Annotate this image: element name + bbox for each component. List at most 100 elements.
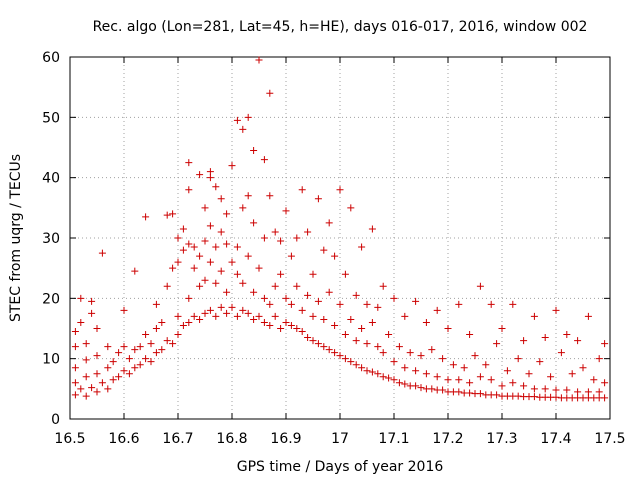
data-point	[239, 125, 247, 133]
data-point	[244, 192, 252, 200]
data-point	[503, 367, 511, 375]
data-point	[574, 388, 582, 396]
data-point	[336, 352, 344, 360]
data-point	[201, 204, 209, 212]
data-point	[530, 385, 538, 393]
data-point	[509, 379, 517, 387]
data-point	[320, 315, 328, 323]
data-point	[341, 270, 349, 278]
x-tick-label: 16.7	[162, 431, 193, 447]
chart-title: Rec. algo (Lon=281, Lat=45, h=HE), days …	[93, 19, 588, 35]
x-tick-label: 16.6	[108, 431, 139, 447]
data-point	[169, 210, 177, 218]
data-point	[341, 355, 349, 363]
data-point	[379, 373, 387, 381]
data-point	[201, 276, 209, 284]
data-point	[363, 300, 371, 308]
data-point	[552, 393, 560, 401]
data-point	[552, 386, 560, 394]
data-point	[71, 343, 79, 351]
data-point	[368, 225, 376, 233]
data-point	[530, 312, 538, 320]
data-point	[444, 376, 452, 384]
data-point	[77, 318, 85, 326]
data-point	[217, 195, 225, 203]
x-tick-label: 16.5	[54, 431, 85, 447]
data-point	[347, 315, 355, 323]
data-point	[98, 379, 106, 387]
data-point	[250, 147, 258, 155]
x-tick-label: 17.5	[594, 431, 625, 447]
data-point	[314, 297, 322, 305]
x-tick-label: 17.3	[486, 431, 517, 447]
data-point	[71, 379, 79, 387]
data-point	[233, 116, 241, 124]
data-point	[260, 318, 268, 326]
data-point	[212, 243, 220, 251]
data-point	[185, 240, 193, 248]
data-point	[314, 340, 322, 348]
x-tick-label: 17.1	[378, 431, 409, 447]
data-point	[233, 312, 241, 320]
data-point	[304, 291, 312, 299]
data-point	[196, 282, 204, 290]
data-point	[239, 204, 247, 212]
data-point	[552, 306, 560, 314]
data-point	[152, 349, 160, 357]
data-point	[379, 349, 387, 357]
data-point	[266, 89, 274, 97]
data-point	[77, 294, 85, 302]
data-point	[460, 364, 468, 372]
data-point	[239, 306, 247, 314]
data-point	[541, 385, 549, 393]
y-tick-label: 40	[42, 171, 60, 187]
data-point	[82, 373, 90, 381]
data-point	[444, 325, 452, 332]
y-tick-label: 50	[42, 110, 60, 126]
data-point	[487, 300, 495, 308]
data-point	[217, 267, 225, 275]
data-point	[331, 321, 339, 329]
data-point	[390, 376, 398, 384]
data-point	[201, 309, 209, 317]
data-point	[584, 388, 592, 396]
data-point	[536, 358, 544, 366]
data-point	[223, 240, 231, 248]
x-tick-label: 17.2	[432, 431, 463, 447]
data-point	[363, 340, 371, 348]
data-point	[88, 297, 96, 305]
data-point	[358, 325, 366, 332]
data-point	[325, 346, 333, 354]
data-point	[185, 318, 193, 326]
data-point	[498, 325, 506, 332]
data-point	[250, 288, 258, 296]
data-point	[244, 309, 252, 317]
data-point	[88, 384, 96, 392]
data-point	[287, 252, 295, 260]
data-point	[287, 321, 295, 329]
data-point	[179, 246, 187, 254]
data-point	[88, 309, 96, 317]
data-point	[244, 252, 252, 260]
data-point	[223, 309, 231, 317]
data-point	[255, 56, 263, 64]
data-point	[82, 356, 90, 364]
data-point	[401, 380, 409, 388]
data-point	[212, 312, 220, 320]
data-point	[255, 312, 263, 320]
data-point	[71, 391, 79, 399]
data-point	[93, 352, 101, 360]
data-point	[557, 349, 565, 357]
data-point	[304, 228, 312, 236]
data-point	[595, 388, 603, 396]
data-point	[260, 234, 268, 242]
data-point	[379, 282, 387, 290]
data-point	[136, 343, 144, 351]
data-point	[120, 306, 128, 314]
data-point	[104, 385, 112, 393]
data-point	[77, 385, 85, 393]
data-point	[374, 370, 382, 378]
data-point	[125, 355, 133, 363]
data-point	[525, 370, 533, 378]
data-point	[331, 252, 339, 260]
